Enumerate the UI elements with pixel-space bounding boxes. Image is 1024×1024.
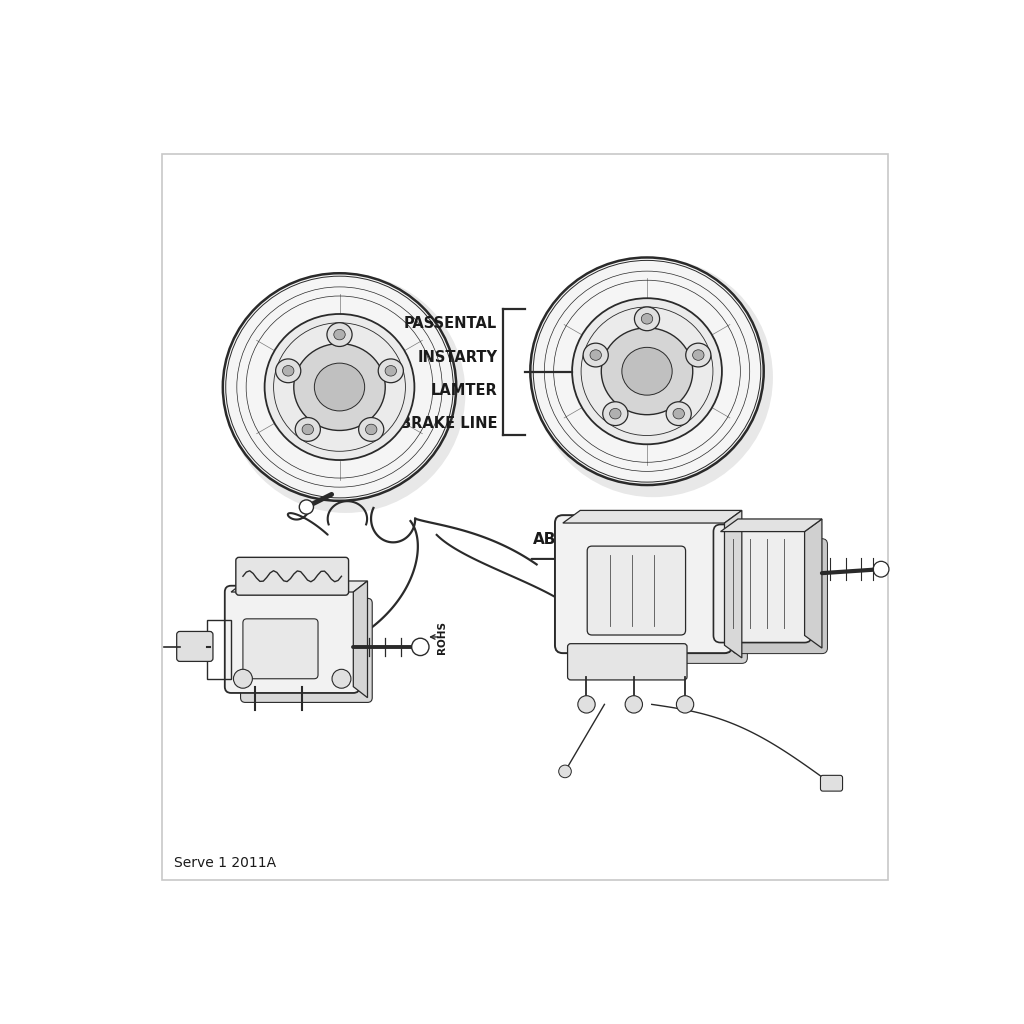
Text: BRAKE LINE: BRAKE LINE	[399, 416, 498, 431]
Ellipse shape	[530, 257, 764, 485]
Text: Serve 1 2011A: Serve 1 2011A	[174, 856, 276, 870]
Text: ROHS: ROHS	[437, 622, 447, 654]
Ellipse shape	[283, 366, 294, 376]
Ellipse shape	[385, 366, 396, 376]
FancyBboxPatch shape	[243, 618, 318, 679]
Text: LAMTER: LAMTER	[430, 383, 498, 397]
Ellipse shape	[327, 323, 352, 346]
Ellipse shape	[641, 313, 652, 324]
Ellipse shape	[667, 401, 691, 426]
Circle shape	[412, 638, 429, 655]
Ellipse shape	[275, 359, 301, 383]
FancyBboxPatch shape	[567, 644, 687, 680]
Circle shape	[873, 561, 889, 578]
Ellipse shape	[226, 273, 466, 513]
Polygon shape	[231, 581, 368, 592]
Polygon shape	[563, 510, 741, 523]
Ellipse shape	[314, 364, 365, 411]
Ellipse shape	[264, 314, 415, 460]
Ellipse shape	[534, 258, 773, 498]
Ellipse shape	[295, 418, 321, 441]
Polygon shape	[725, 510, 741, 657]
Text: ABS: ABS	[532, 532, 567, 547]
FancyBboxPatch shape	[732, 539, 827, 653]
Circle shape	[677, 695, 693, 713]
FancyBboxPatch shape	[177, 632, 213, 662]
Ellipse shape	[601, 328, 693, 415]
Text: INSTARTY: INSTARTY	[417, 349, 498, 365]
Ellipse shape	[378, 359, 403, 383]
Circle shape	[299, 500, 313, 514]
Ellipse shape	[302, 424, 313, 435]
Ellipse shape	[622, 347, 672, 395]
Ellipse shape	[572, 298, 722, 444]
Ellipse shape	[603, 401, 628, 426]
Circle shape	[332, 670, 351, 688]
Ellipse shape	[590, 350, 601, 360]
FancyBboxPatch shape	[225, 586, 359, 693]
FancyBboxPatch shape	[236, 557, 348, 595]
Ellipse shape	[334, 330, 345, 340]
Ellipse shape	[673, 409, 684, 419]
Ellipse shape	[609, 409, 621, 419]
FancyBboxPatch shape	[587, 546, 686, 635]
Ellipse shape	[692, 350, 705, 360]
FancyBboxPatch shape	[574, 530, 748, 664]
Ellipse shape	[366, 424, 377, 435]
Circle shape	[559, 765, 571, 777]
FancyBboxPatch shape	[555, 515, 732, 653]
FancyBboxPatch shape	[820, 775, 843, 792]
Text: PASSENTAL: PASSENTAL	[403, 316, 498, 332]
Ellipse shape	[294, 344, 385, 430]
Ellipse shape	[686, 343, 711, 367]
Polygon shape	[353, 581, 368, 697]
FancyBboxPatch shape	[714, 524, 812, 643]
Ellipse shape	[358, 418, 384, 441]
Circle shape	[233, 670, 252, 688]
Ellipse shape	[583, 343, 608, 367]
Polygon shape	[721, 519, 822, 531]
Ellipse shape	[223, 273, 457, 501]
Circle shape	[625, 695, 642, 713]
Ellipse shape	[635, 307, 659, 331]
Circle shape	[578, 695, 595, 713]
Polygon shape	[805, 519, 822, 648]
FancyBboxPatch shape	[241, 598, 373, 702]
